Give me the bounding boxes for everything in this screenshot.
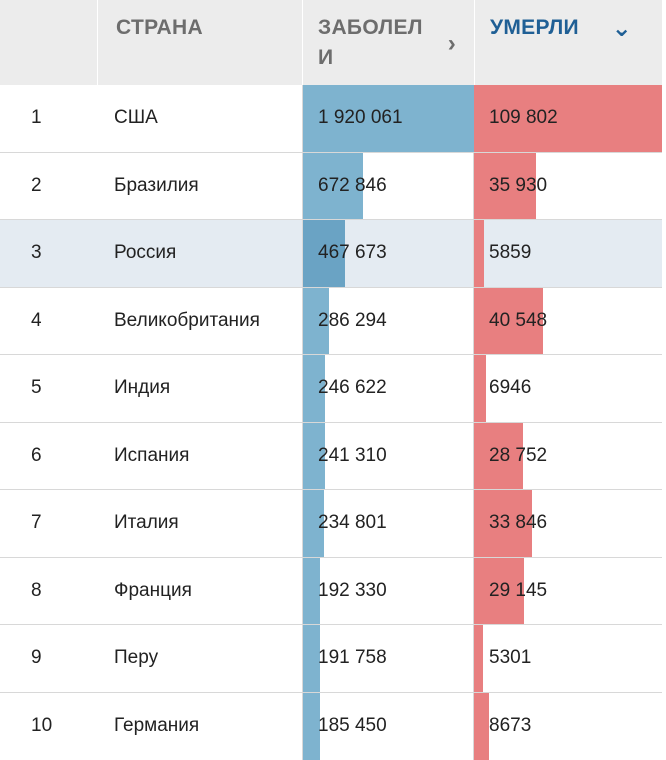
cases-cell: 241 310 <box>302 423 474 490</box>
cases-cell: 234 801 <box>302 490 474 557</box>
cases-cell: 185 450 <box>302 693 474 760</box>
cases-value: 467 673 <box>303 242 387 264</box>
deaths-cell: 28 752 <box>474 423 662 490</box>
chevron-right-icon: › <box>448 32 456 56</box>
deaths-value: 29 145 <box>474 580 547 602</box>
table-row[interactable]: 2 Бразилия 672 846 35 930 <box>0 153 662 221</box>
rank-cell: 5 <box>31 355 42 422</box>
country-cell: Франция <box>114 558 192 625</box>
rank-cell: 8 <box>31 558 42 625</box>
country-cell: Перу <box>114 625 158 692</box>
deaths-cell: 35 930 <box>474 153 662 220</box>
country-cell: США <box>114 85 158 152</box>
country-cell: Индия <box>114 355 170 422</box>
cases-cell: 191 758 <box>302 625 474 692</box>
deaths-cell: 5301 <box>474 625 662 692</box>
deaths-cell: 8673 <box>474 693 662 760</box>
deaths-cell: 29 145 <box>474 558 662 625</box>
table-row[interactable]: 3 Россия 467 673 5859 <box>0 220 662 288</box>
cases-value: 241 310 <box>303 445 387 467</box>
rank-cell: 9 <box>31 625 42 692</box>
country-cell: Россия <box>114 220 176 287</box>
country-cell: Бразилия <box>114 153 199 220</box>
deaths-value: 6946 <box>474 377 531 399</box>
deaths-value: 5301 <box>474 647 531 669</box>
cases-value: 192 330 <box>303 580 387 602</box>
cases-cell: 467 673 <box>302 220 474 287</box>
table-row[interactable]: 8 Франция 192 330 29 145 <box>0 558 662 626</box>
header-country[interactable]: СТРАНА <box>97 0 302 85</box>
deaths-value: 40 548 <box>474 310 547 332</box>
deaths-cell: 40 548 <box>474 288 662 355</box>
cases-value: 286 294 <box>303 310 387 332</box>
country-cell: Германия <box>114 693 199 760</box>
deaths-value: 5859 <box>474 242 531 264</box>
cases-cell: 672 846 <box>302 153 474 220</box>
country-cell: Испания <box>114 423 189 490</box>
rank-cell: 4 <box>31 288 42 355</box>
table-row[interactable]: 7 Италия 234 801 33 846 <box>0 490 662 558</box>
table-row[interactable]: 6 Испания 241 310 28 752 <box>0 423 662 491</box>
table-header: СТРАНА ЗАБОЛЕЛИ › УМЕРЛИ ⌄ <box>0 0 662 85</box>
cases-value: 191 758 <box>303 647 387 669</box>
rank-cell: 3 <box>31 220 42 287</box>
country-cell: Италия <box>114 490 179 557</box>
cases-value: 246 622 <box>303 377 387 399</box>
header-deaths-sort[interactable]: УМЕРЛИ ⌄ <box>474 0 662 85</box>
deaths-value: 8673 <box>474 715 531 737</box>
cases-cell: 1 920 061 <box>302 85 474 152</box>
rank-cell: 10 <box>31 693 52 760</box>
cases-value: 672 846 <box>303 175 387 197</box>
rank-cell: 2 <box>31 153 42 220</box>
cases-cell: 246 622 <box>302 355 474 422</box>
chevron-down-icon: ⌄ <box>612 17 632 41</box>
cases-cell: 286 294 <box>302 288 474 355</box>
table-row[interactable]: 1 США 1 920 061 109 802 <box>0 85 662 153</box>
header-cases-sort[interactable]: ЗАБОЛЕЛИ › <box>302 0 474 85</box>
deaths-value: 33 846 <box>474 512 547 534</box>
header-rank <box>0 0 97 85</box>
table-row[interactable]: 10 Германия 185 450 8673 <box>0 693 662 760</box>
deaths-value: 28 752 <box>474 445 547 467</box>
deaths-value: 109 802 <box>474 107 558 129</box>
cases-cell: 192 330 <box>302 558 474 625</box>
cases-value: 185 450 <box>303 715 387 737</box>
country-cell: Великобритания <box>114 288 260 355</box>
table-row[interactable]: 9 Перу 191 758 5301 <box>0 625 662 693</box>
rank-cell: 6 <box>31 423 42 490</box>
rank-cell: 7 <box>31 490 42 557</box>
header-deaths-label: УМЕРЛИ <box>490 13 605 43</box>
header-country-label: СТРАНА <box>116 13 231 43</box>
rank-cell: 1 <box>31 85 42 152</box>
deaths-cell: 33 846 <box>474 490 662 557</box>
deaths-cell: 6946 <box>474 355 662 422</box>
table-row[interactable]: 4 Великобритания 286 294 40 548 <box>0 288 662 356</box>
deaths-cell: 5859 <box>474 220 662 287</box>
cases-value: 1 920 061 <box>303 107 403 129</box>
cases-value: 234 801 <box>303 512 387 534</box>
deaths-value: 35 930 <box>474 175 547 197</box>
deaths-cell: 109 802 <box>474 85 662 152</box>
table-row[interactable]: 5 Индия 246 622 6946 <box>0 355 662 423</box>
header-cases-label: ЗАБОЛЕЛИ <box>318 13 433 73</box>
